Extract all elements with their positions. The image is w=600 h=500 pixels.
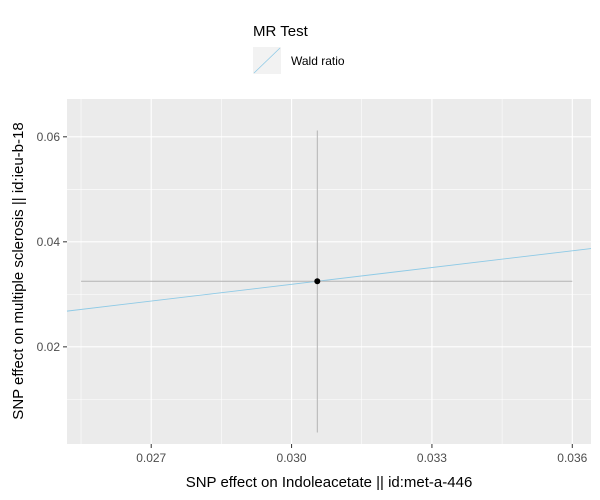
x-axis: 0.027 0.030 0.033 0.036 [136,444,588,465]
legend-key-line [253,47,281,74]
data-points [314,278,321,285]
wald-ratio-regression-line [66,248,592,312]
y-axis: 0.02 0.04 0.06 [37,130,67,354]
legend: MR Test Wald ratio [253,23,345,74]
major-gridlines [67,99,591,444]
x-tick-label: 0.027 [136,451,166,465]
y-axis-title: SNP effect on multiple sclerosis || id:i… [10,122,27,419]
plot-panel [67,99,591,444]
x-axis-title: SNP effect on Indoleacetate || id:met-a-… [186,474,473,491]
legend-label-wald-ratio: Wald ratio [291,54,345,68]
y-tick-label: 0.06 [37,130,61,144]
minor-gridlines [67,99,591,444]
x-tick-label: 0.033 [417,451,447,465]
wald-ratio-line [66,248,592,312]
data-point [314,278,321,285]
y-tick-label: 0.02 [37,340,61,354]
legend-title: MR Test [253,23,309,40]
x-tick-label: 0.030 [277,451,307,465]
y-tick-label: 0.04 [37,235,61,249]
x-tick-label: 0.036 [557,451,587,465]
